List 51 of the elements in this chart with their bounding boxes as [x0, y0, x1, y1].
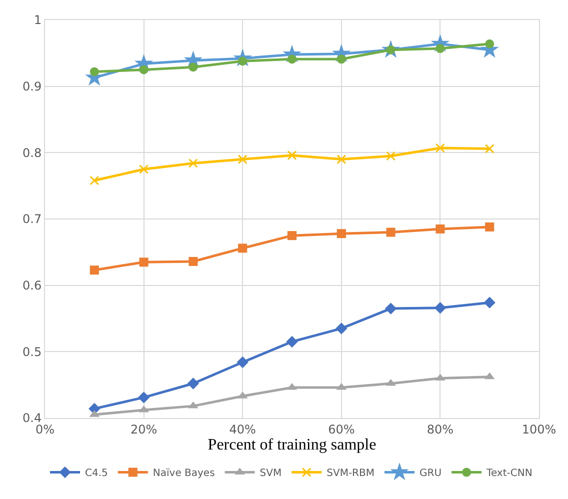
legend-label: Text-CNN — [486, 468, 532, 480]
point — [434, 302, 446, 314]
point — [484, 144, 494, 154]
point — [187, 378, 200, 390]
point — [238, 244, 248, 253]
x-tick-label: 40% — [229, 422, 256, 436]
point — [139, 164, 149, 174]
point — [435, 143, 445, 153]
x-tick-label: 100% — [522, 422, 556, 436]
point — [188, 256, 198, 266]
point — [238, 154, 248, 164]
legend-label: Naïve Bayes — [152, 468, 215, 480]
y-tick-label: 0.9 — [22, 80, 42, 94]
point — [336, 154, 346, 164]
point — [386, 228, 396, 237]
point — [336, 54, 346, 64]
point — [90, 67, 99, 76]
x-tick-label: 20% — [130, 422, 158, 436]
point — [288, 231, 296, 240]
point — [188, 62, 198, 72]
legend-label: GRU — [420, 468, 442, 480]
point — [90, 266, 99, 275]
point — [288, 54, 296, 64]
y-tick-label: 0.8 — [22, 146, 42, 160]
point — [90, 176, 100, 186]
point — [485, 222, 494, 232]
y-tick-label: 0.6 — [22, 278, 42, 293]
x-tick-label: 80% — [426, 422, 454, 436]
legend-label: SVM — [260, 468, 282, 480]
point — [139, 258, 148, 267]
legend-label: C4.5 — [85, 468, 108, 480]
point — [436, 224, 445, 234]
point — [138, 392, 150, 404]
legend-label: SVM-RBM — [326, 468, 374, 480]
y-tick-label: 0.5 — [22, 344, 42, 359]
point — [384, 302, 397, 314]
y-tick-label: 1 — [34, 13, 42, 28]
point — [484, 296, 496, 308]
point — [236, 356, 248, 368]
point — [336, 229, 346, 238]
x-tick-label: 60% — [328, 422, 355, 436]
point — [485, 39, 494, 48]
point — [188, 158, 198, 168]
point — [436, 44, 445, 54]
point — [287, 150, 297, 160]
point — [336, 322, 348, 334]
x-axis-title: Percent of training sample — [208, 436, 376, 454]
point — [386, 151, 396, 161]
point — [286, 336, 298, 348]
point — [139, 65, 148, 74]
y-tick-label: 0.7 — [22, 212, 42, 226]
